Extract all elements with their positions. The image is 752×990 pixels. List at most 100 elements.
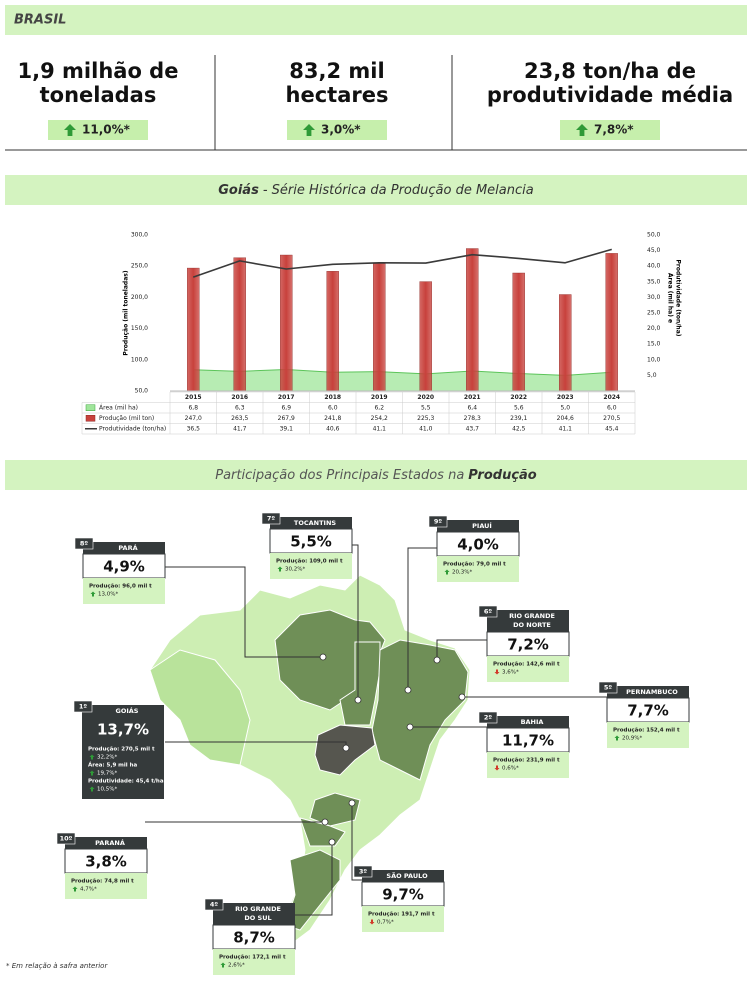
callout-details-box: [607, 722, 689, 748]
arrow-up: [89, 754, 95, 760]
map-title: Participação dos Principais Estados na Pr…: [215, 468, 537, 483]
data-label: 41,7: [233, 425, 247, 432]
callout-share-box: [269, 528, 353, 554]
y2-axis-title: Produtividade (ton/ha): [675, 260, 682, 337]
map-dot: [321, 818, 329, 826]
state-name: RIO GRANDE: [235, 905, 281, 913]
state-change: 20,3%*: [452, 570, 472, 576]
map-dot: [458, 693, 466, 701]
y2-axis-title: Área (mil ha) e: [667, 273, 674, 323]
map-dot: [433, 656, 441, 664]
state-change: 4,7%*: [80, 887, 97, 893]
title-bold: Produção: [468, 468, 537, 483]
state-name: GOIÁS: [116, 706, 139, 715]
state-share: 13,7%: [97, 721, 149, 739]
arrow-down: [494, 669, 500, 675]
state-name: PARANÁ: [95, 838, 125, 847]
y2-tick-label: 20,0: [647, 325, 661, 332]
y2-tick-label: 25,0: [647, 310, 661, 317]
callout-share-box: [212, 924, 296, 950]
state-share: 3,8%: [85, 853, 127, 871]
state-callout: 3º SÃO PAULO 9,7% Produção: 191,7 mil t 0,7%…: [353, 865, 445, 932]
kpi-change: 7,8%*: [594, 123, 634, 137]
map-region: [149, 649, 251, 766]
rank-badge: [478, 605, 498, 618]
y2-tick-label: 50,0: [647, 232, 661, 239]
rank-badge: [56, 832, 76, 845]
arrow-up: [444, 569, 450, 575]
state-detail: Produção: 231,9 mil t: [493, 758, 560, 764]
arrow-down: [369, 919, 375, 925]
state-detail: Produção: 74,8 mil t: [71, 879, 134, 885]
y-axis-title: Produção (mil toneladas): [123, 270, 130, 355]
header-bar: [5, 5, 747, 35]
rank: 1º: [79, 703, 88, 711]
header-title: BRASIL: [14, 13, 66, 28]
map-dot: [319, 653, 327, 661]
legend-label: Área (mil ha): [99, 404, 138, 411]
state-name: DO NORTE: [513, 621, 551, 629]
kpi-badge: [48, 120, 148, 140]
data-label: 39,1: [280, 425, 294, 432]
area: [193, 369, 612, 391]
bar: [233, 257, 246, 392]
data-label: 254,2: [371, 415, 388, 422]
kpi-value: hectares: [286, 83, 389, 107]
state-change: 3,6%*: [502, 670, 519, 676]
y2-tick-label: 30,0: [647, 294, 661, 301]
callout-box: [82, 705, 164, 799]
state-change: 0,7%*: [377, 920, 394, 926]
data-label: 241,8: [324, 415, 341, 422]
data-label: 40,6: [326, 425, 340, 432]
state-callout: 7º TOCANTINS 5,5% Produção: 109,0 mil t 30,2…: [261, 512, 353, 579]
arrow-up: [277, 566, 283, 572]
data-label: 6,0: [607, 404, 617, 411]
state-name: DO SUL: [244, 914, 271, 922]
callout-header: [83, 542, 165, 554]
map-dot: [354, 696, 362, 704]
kpi-value: 23,8 ton/ha de: [524, 59, 696, 83]
state-detail: Produção: 152,4 mil t: [613, 728, 680, 734]
callout-details-box: [362, 906, 444, 932]
rank: 3º: [359, 868, 368, 876]
callout-share-box: [436, 531, 520, 557]
rank: 10º: [60, 835, 73, 843]
data-label: 45,4: [605, 425, 619, 432]
area-edge: [193, 368, 612, 376]
y-tick-label: 250,0: [131, 263, 148, 270]
kpi-value: produtividade média: [487, 83, 733, 107]
callout-header: [437, 520, 519, 532]
data-label: 6,9: [281, 404, 291, 411]
x-tick-label: 2024: [603, 394, 620, 401]
data-label: 43,7: [466, 425, 480, 432]
legend-marker: [85, 415, 96, 422]
callout-details-box: [213, 949, 295, 975]
arrow-down: [494, 765, 500, 771]
x-tick-label: 2017: [278, 394, 295, 401]
y2-tick-label: 45,0: [647, 247, 661, 254]
state-detail: Produção: 191,7 mil t: [368, 912, 435, 918]
map-region: [371, 639, 469, 781]
state-name: RIO GRANDE: [509, 612, 555, 620]
state-detail: Área: 5,9 mil ha: [88, 762, 138, 769]
x-tick-label: 2018: [324, 394, 341, 401]
state-name: TOCANTINS: [294, 519, 336, 527]
callout-header: [487, 610, 569, 632]
rank-badge: [598, 681, 618, 694]
rank-badge: [74, 537, 94, 550]
rank: 2º: [484, 714, 493, 722]
callout-details-box: [270, 553, 352, 579]
data-label: 239,1: [510, 415, 527, 422]
rank-badge: [261, 512, 281, 525]
state-callout: 8º PARÁ 4,9% Produção: 96,0 mil t 13,0%*: [74, 537, 166, 604]
title-rest: - Série Histórica da Produção de Melanci…: [263, 183, 534, 198]
x-tick-label: 2022: [510, 394, 527, 401]
state-change: 20,9%*: [622, 736, 642, 742]
legend-label: Produção (mil ton): [99, 415, 154, 422]
kpi-badge: [287, 120, 387, 140]
state-detail: Produção: 270,5 mil t: [88, 747, 155, 753]
state-change: 10,5%*: [97, 787, 117, 793]
connector: [407, 547, 437, 690]
